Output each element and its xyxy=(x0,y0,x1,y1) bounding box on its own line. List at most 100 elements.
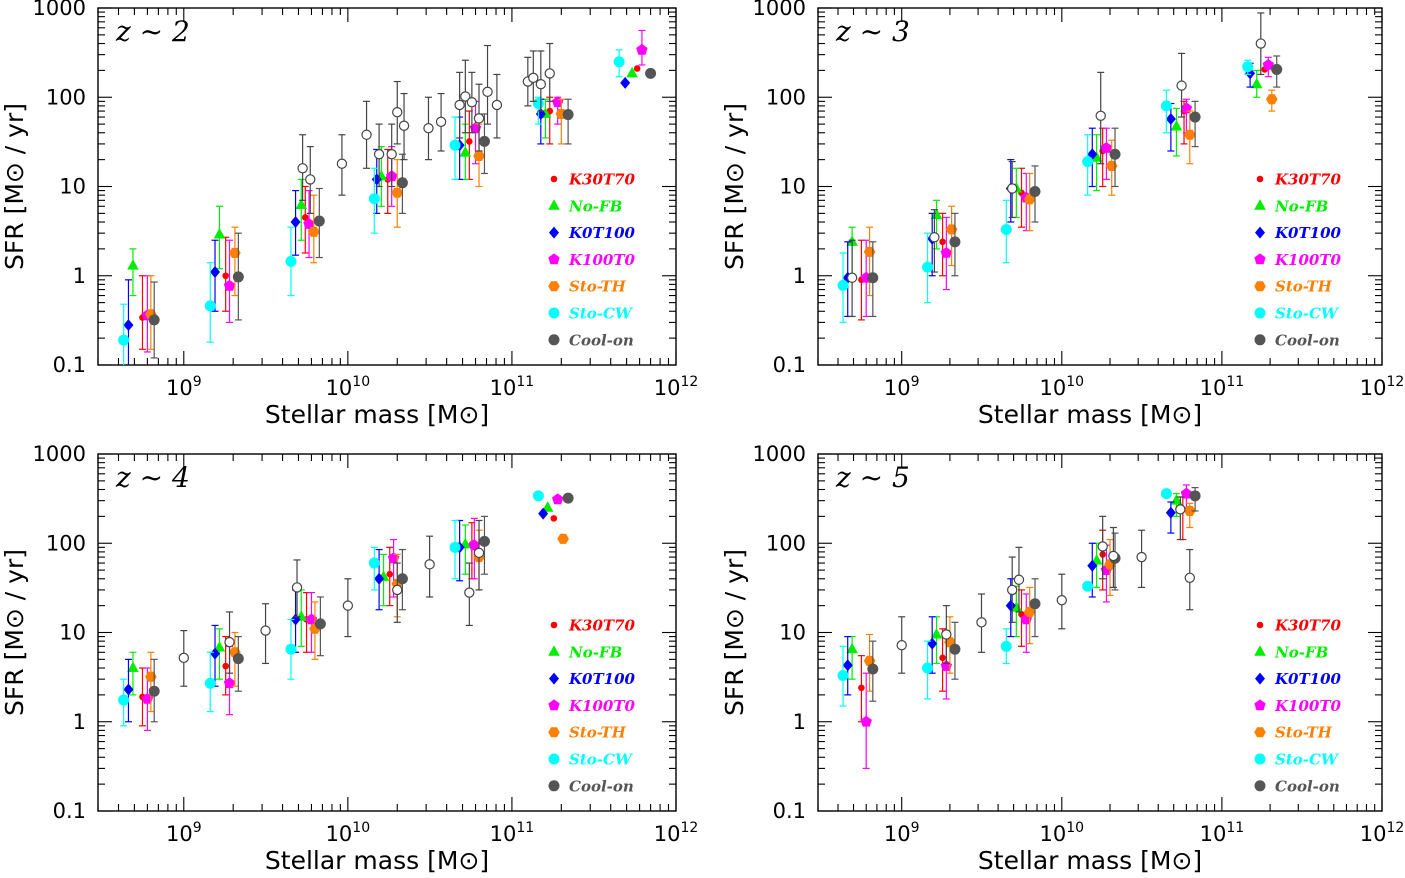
data-point xyxy=(1029,598,1041,610)
data-point xyxy=(867,272,879,284)
data-point xyxy=(1000,223,1012,235)
redshift-label: z ~ 2 xyxy=(115,15,190,48)
observed-points xyxy=(846,12,1267,318)
data-point xyxy=(392,106,403,118)
series-sto-th xyxy=(863,502,1196,692)
x-ticks xyxy=(97,454,677,811)
data-point xyxy=(148,685,160,697)
y-axis-label: SFR [M⊙ / yr] xyxy=(720,549,749,716)
data-point xyxy=(1023,194,1036,205)
legend-label: Cool-on xyxy=(569,777,634,795)
data-point xyxy=(1056,595,1068,606)
legend-marker xyxy=(1255,672,1265,685)
x-tick-label: 1011 xyxy=(490,374,535,400)
data-point xyxy=(626,66,638,78)
data-point xyxy=(613,56,625,68)
redshift-label: z ~ 5 xyxy=(835,461,910,494)
legend-label: No-FB xyxy=(1274,197,1328,215)
data-point xyxy=(291,582,303,593)
data-point xyxy=(469,122,482,134)
data-point xyxy=(1165,506,1176,519)
legend-marker xyxy=(549,672,559,685)
panel-2: 109 1010 1011 1012 0.1 1 10 100 1000 Stellar mass… xyxy=(720,0,1404,429)
legend-label: Cool-on xyxy=(569,331,634,349)
data-point xyxy=(1160,100,1172,112)
series-no-fb xyxy=(846,69,1263,281)
legend-marker xyxy=(550,175,558,183)
y-tick-label: 1 xyxy=(793,710,806,734)
data-point xyxy=(949,643,961,655)
data-point xyxy=(123,683,134,696)
panel-4: 109 1010 1011 1012 0.1 1 10 100 1000 Stellar mass… xyxy=(720,442,1404,875)
data-point xyxy=(336,158,348,169)
legend-label: No-FB xyxy=(568,197,622,215)
data-point xyxy=(1007,183,1018,194)
data-point xyxy=(222,662,229,670)
legend-label: K30T70 xyxy=(1274,171,1342,189)
data-point xyxy=(535,79,547,90)
data-point xyxy=(922,261,934,273)
data-point xyxy=(562,492,574,504)
legend-label: K30T70 xyxy=(568,617,636,635)
data-point xyxy=(896,640,907,651)
legend-label: Sto-TH xyxy=(1275,278,1333,296)
data-point xyxy=(1266,94,1278,105)
data-point xyxy=(930,208,943,219)
x-tick-label: 109 xyxy=(166,820,202,846)
legend-label: K0T100 xyxy=(1274,224,1342,242)
legend-marker xyxy=(548,645,560,656)
series-k0t100 xyxy=(842,501,1176,696)
data-point xyxy=(361,129,372,140)
data-point xyxy=(478,135,490,147)
data-point xyxy=(1007,584,1018,596)
data-point xyxy=(232,653,244,665)
data-point xyxy=(223,677,236,689)
data-point xyxy=(532,98,544,110)
data-point xyxy=(424,559,435,570)
series-no-fb xyxy=(127,66,638,297)
series-sto-cw xyxy=(837,59,1254,324)
data-point xyxy=(1000,640,1012,652)
data-point xyxy=(1005,599,1016,612)
data-point xyxy=(863,246,876,257)
x-tick-label: 109 xyxy=(166,374,202,400)
y-tick-label: 0.1 xyxy=(53,353,86,377)
legend-marker xyxy=(548,780,560,792)
data-point xyxy=(562,109,574,121)
legend-marker xyxy=(1254,645,1266,656)
data-point xyxy=(1136,551,1147,563)
data-point xyxy=(940,660,952,671)
data-point xyxy=(930,627,943,639)
legend-label: K100T0 xyxy=(568,251,636,269)
data-point xyxy=(392,584,403,596)
data-point xyxy=(552,493,564,505)
data-point xyxy=(633,65,641,72)
data-point xyxy=(204,677,216,689)
legend-label: Cool-on xyxy=(1275,331,1340,349)
data-point xyxy=(837,279,849,291)
legend: K30T70 No-FB K0T100 K100T0 Sto-TH Sto-CW Cool-… xyxy=(1254,171,1342,349)
legend-marker xyxy=(1254,753,1266,765)
series-k100t0 xyxy=(860,56,1274,318)
data-point xyxy=(204,300,216,312)
legend-marker xyxy=(548,334,560,346)
data-point xyxy=(837,669,849,681)
data-point xyxy=(459,146,472,157)
legend-marker xyxy=(1254,281,1266,292)
data-point xyxy=(842,659,853,672)
data-point xyxy=(1165,113,1176,126)
legend: K30T70 No-FB K0T100 K100T0 Sto-TH Sto-CW Cool-… xyxy=(548,617,636,795)
legend-marker xyxy=(548,753,560,765)
y-tick-label: 0.1 xyxy=(773,799,806,823)
data-point xyxy=(464,587,475,598)
y-ticks xyxy=(818,7,1382,366)
legend-marker xyxy=(1255,226,1265,239)
data-point xyxy=(148,314,160,326)
y-tick-label: 1 xyxy=(73,710,86,734)
data-point xyxy=(308,226,320,237)
y-tick-label: 1000 xyxy=(753,442,806,466)
data-point xyxy=(867,663,879,675)
data-point xyxy=(297,163,308,174)
x-ticks xyxy=(817,454,1383,811)
